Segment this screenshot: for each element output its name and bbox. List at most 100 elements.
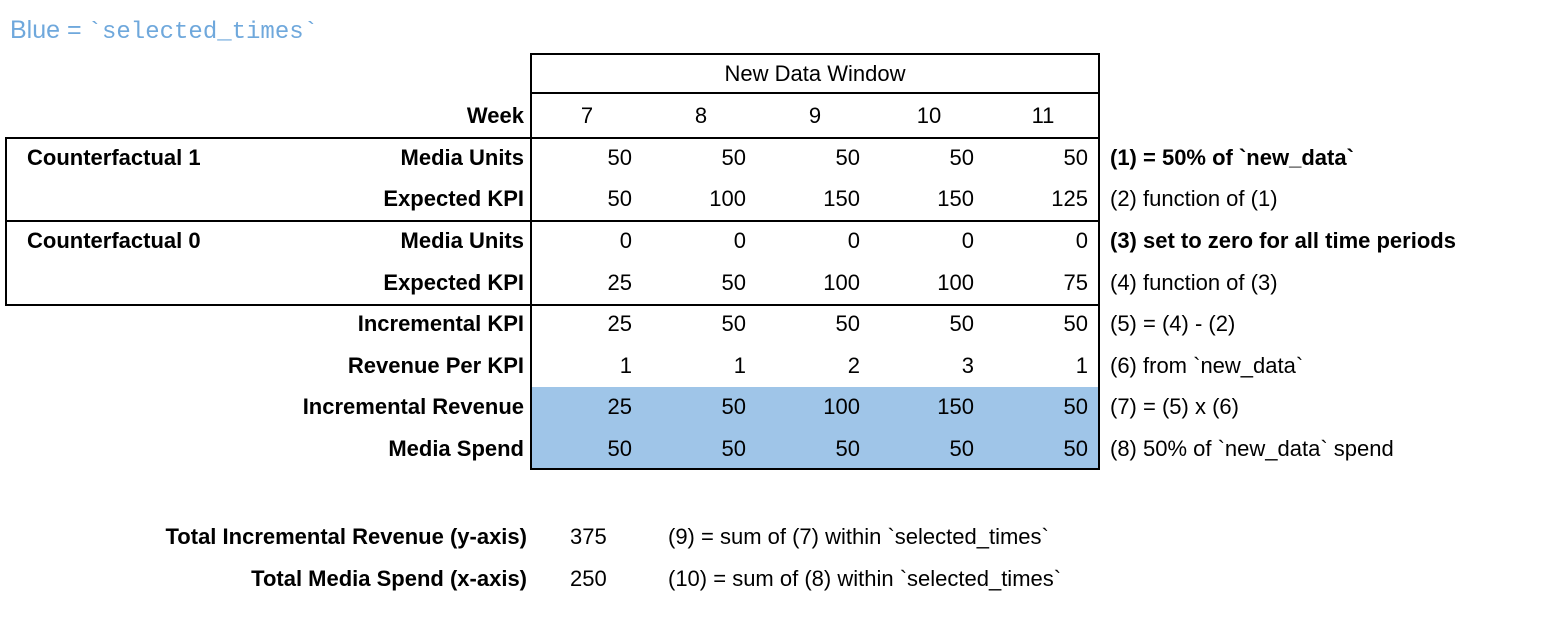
legend-note-code: `selected_times` [87,19,319,46]
value-cell-highlighted: 100 [758,386,872,429]
row-label: Incremental Revenue [302,394,524,420]
total-value: 250 [570,566,607,591]
row-annotation: (6) from `new_data` [1110,352,1304,378]
row-label-cell: Expected KPI [5,262,530,304]
value-cell: 1 [1075,352,1088,378]
total-label: Total Media Spend (x-axis) [251,566,527,591]
value-cell-highlighted: 50 [530,428,644,470]
table-row-highlighted: Incremental Revenue 25 50 100 150 50 (7)… [5,386,1456,429]
value-cell: 0 [733,227,746,253]
week-cell: 11 [1031,102,1055,128]
value-cell: 0 [619,227,632,253]
value-cell: 50 [1063,144,1088,170]
row-label-cell: Incremental KPI [5,303,530,345]
week-cell: 8 [694,102,708,128]
row-label-cell: Revenue Per KPI [5,345,530,387]
row-annotation: (1) = 50% of `new_data` [1110,144,1354,170]
value-cell: 50 [835,311,860,337]
row-label-cell: Expected KPI [5,179,530,221]
row-label: Revenue Per KPI [347,352,524,378]
table-row: Expected KPI 50 100 150 150 125 (2) func… [5,179,1456,221]
value-cell-highlighted: 50 [872,428,986,470]
total-annotation: (9) = sum of (7) within `selected_times` [668,524,1049,549]
value-cell: 50 [1063,311,1088,337]
value-cell: 0 [1075,227,1088,253]
value-cell-highlighted: 150 [872,386,986,429]
row-label: Media Units [400,227,524,253]
value-cell-highlighted: 50 [986,428,1100,470]
row-annotation: (3) set to zero for all time periods [1110,227,1456,253]
row-label: Incremental KPI [357,311,524,337]
value-cell: 50 [835,144,860,170]
week-label: Week [466,102,524,128]
row-label-cell: Media Spend [5,428,530,470]
row-annotation: (8) 50% of `new_data` spend [1110,435,1394,461]
new-data-window-header: New Data Window [530,53,1100,94]
value-cell: 150 [823,186,860,212]
totals-section: Total Incremental Revenue (y-axis) 375 (… [5,516,1062,600]
value-cell: 50 [721,144,746,170]
table-row-highlighted: Media Spend 50 50 50 50 50 (8) 50% of `n… [5,428,1456,470]
total-value: 375 [570,524,607,549]
value-cell: 75 [1063,269,1088,295]
value-cell: 50 [721,269,746,295]
value-cell: 25 [607,269,632,295]
border-line-cf-divider [5,220,1100,222]
table-row: Incremental KPI 25 50 50 50 50 (5) = (4)… [5,303,1456,345]
value-cell-highlighted: 50 [644,428,758,470]
header-spacer [5,53,530,94]
data-table: New Data Window Week 7 8 9 10 11 Counter… [5,53,1456,470]
table-row: Counterfactual 0 Media Units 0 0 0 0 0 (… [5,220,1456,262]
value-cell-highlighted: 50 [644,386,758,429]
value-cell: 3 [961,352,974,378]
border-line-data-right [1098,94,1100,470]
week-cell: 9 [808,102,822,128]
total-row: Total Incremental Revenue (y-axis) 375 (… [5,516,1061,558]
row-annotation: (7) = (5) x (6) [1110,394,1239,420]
group-label: Counterfactual 0 [27,227,201,253]
value-cell: 25 [607,311,632,337]
row-label-cell: Counterfactual 0 Media Units [5,220,530,262]
group-label: Counterfactual 1 [27,144,201,170]
border-line-table-bottom [530,468,1100,470]
legend-note: Blue = `selected_times` [10,16,318,46]
value-cell: 125 [1051,186,1088,212]
border-line-week-bottom [5,137,1100,139]
value-cell: 0 [847,227,860,253]
row-label: Expected KPI [383,186,524,212]
week-cell: 7 [580,102,594,128]
value-cell: 150 [937,186,974,212]
table-row: Expected KPI 25 50 100 100 75 (4) functi… [5,262,1456,304]
table-row: Counterfactual 1 Media Units 50 50 50 50… [5,137,1456,179]
row-label-cell: Incremental Revenue [5,387,530,429]
total-label: Total Incremental Revenue (y-axis) [165,524,528,549]
border-line-data-left [530,94,532,470]
value-cell: 0 [961,227,974,253]
value-cell: 50 [949,311,974,337]
value-cell: 2 [847,352,860,378]
value-cell: 100 [937,269,974,295]
value-cell: 1 [733,352,746,378]
value-cell: 100 [823,269,860,295]
row-annotation: (4) function of (3) [1110,269,1278,295]
table-row: Revenue Per KPI 1 1 2 3 1 (6) from `new_… [5,345,1456,387]
value-cell: 50 [607,186,632,212]
total-row: Total Media Spend (x-axis) 250 (10) = su… [5,558,1061,600]
value-cell-highlighted: 50 [758,428,872,470]
value-cell: 50 [607,144,632,170]
row-label: Expected KPI [383,269,524,295]
border-line-cf0-bottom [5,304,1100,306]
row-annotation: (5) = (4) - (2) [1110,311,1236,337]
row-annotation: (2) function of (1) [1110,186,1278,212]
value-cell: 100 [709,186,746,212]
value-cell: 1 [619,352,632,378]
total-annotation: (10) = sum of (8) within `selected_times… [668,566,1062,591]
week-row: Week 7 8 9 10 11 [5,94,1456,137]
row-label: Media Spend [388,435,524,461]
row-label-cell: Counterfactual 1 Media Units [5,137,530,179]
week-label-cell: Week [5,94,530,137]
legend-note-prefix: Blue = [10,16,82,44]
table-header-row: New Data Window [5,53,1456,94]
value-cell-highlighted: 25 [530,386,644,429]
